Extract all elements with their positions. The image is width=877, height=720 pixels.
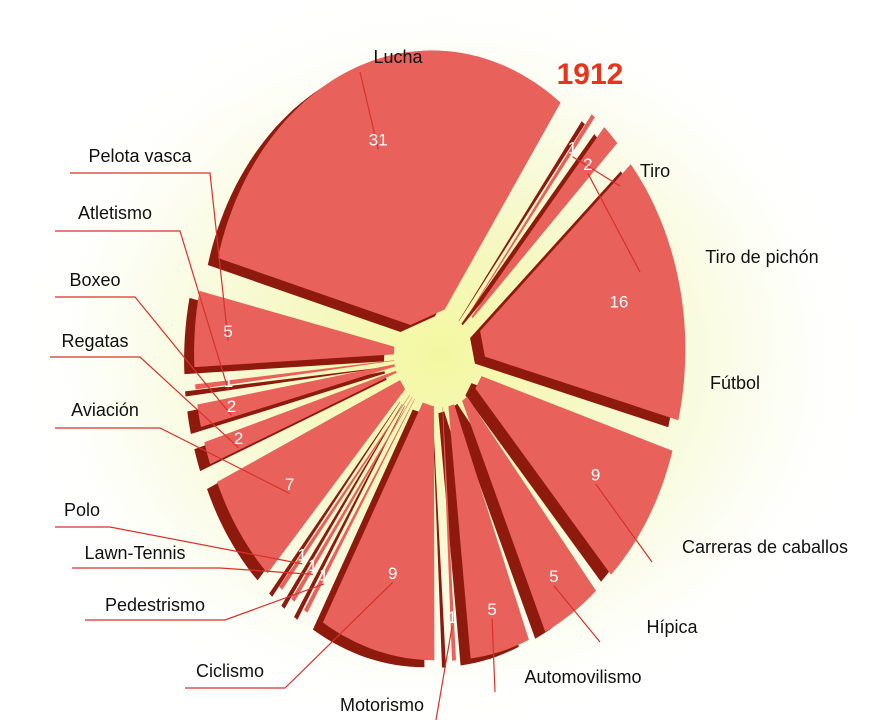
value-label: 1 <box>308 556 317 575</box>
value-label: 5 <box>549 567 558 586</box>
slice <box>304 398 415 613</box>
leader-line <box>359 71 379 150</box>
slice-side <box>185 367 385 397</box>
slice <box>475 376 673 575</box>
category-label: Tiro <box>640 161 670 181</box>
leader-line <box>72 567 313 575</box>
slice <box>291 396 413 602</box>
slice-side <box>432 414 446 668</box>
category-label: Ciclismo <box>196 661 264 681</box>
leader-line <box>55 526 303 565</box>
value-label: 31 <box>369 131 388 150</box>
category-label: Tiro de pichón <box>705 247 818 267</box>
slice <box>197 364 395 427</box>
category-label: Regatas <box>61 331 128 351</box>
slice-side <box>458 121 585 322</box>
value-label: 1 <box>319 565 328 584</box>
slice <box>462 396 596 632</box>
category-label: Hípica <box>646 617 698 637</box>
slice-side <box>187 371 385 434</box>
leader-line <box>55 296 232 416</box>
slice-side <box>294 405 405 620</box>
value-label: 9 <box>591 465 600 484</box>
category-label: Aviación <box>71 400 139 420</box>
leader-line <box>553 585 601 643</box>
category-label: Motorismo <box>340 695 424 715</box>
value-label: 5 <box>487 600 496 619</box>
category-label: Fútbol <box>710 373 760 393</box>
value-label: 5 <box>223 322 232 341</box>
value-label: 7 <box>285 475 294 494</box>
leader-line <box>435 626 453 720</box>
category-label: Lucha <box>373 47 423 67</box>
leader-line <box>491 618 496 693</box>
value-label: 2 <box>234 429 243 448</box>
value-label: 1 <box>297 545 306 564</box>
category-label: Pedestrismo <box>105 595 205 615</box>
leader-line <box>85 583 325 621</box>
category-label: Lawn-Tennis <box>84 543 185 563</box>
category-label: Atletismo <box>78 203 152 223</box>
slice-side <box>269 401 401 597</box>
value-label: 16 <box>609 292 628 311</box>
leader-line <box>50 356 240 449</box>
leader-line <box>55 230 230 391</box>
leader-line <box>70 172 229 341</box>
slice <box>480 164 686 421</box>
leader-line <box>185 581 394 689</box>
leader-line <box>587 173 641 273</box>
slice <box>217 380 406 574</box>
value-label: 1 <box>224 372 233 391</box>
value-label: 2 <box>227 397 236 416</box>
value-label: 1 <box>568 138 577 157</box>
leader-line <box>572 156 621 187</box>
slice-side <box>281 403 403 609</box>
slice <box>217 50 561 326</box>
category-label: Polo <box>64 500 100 520</box>
slice <box>448 404 529 659</box>
category-label: Carreras de caballos <box>682 537 848 557</box>
category-label: Automovilismo <box>524 667 641 687</box>
category-label: Pelota vasca <box>88 146 192 166</box>
slice <box>279 394 411 590</box>
leader-line <box>55 427 290 495</box>
value-label: 9 <box>388 564 397 583</box>
slice <box>468 114 595 315</box>
value-label: 2 <box>583 155 592 174</box>
chart-title: 1912 <box>557 58 624 91</box>
slice <box>471 127 618 319</box>
value-label: 1 <box>447 608 456 627</box>
leader-line <box>595 483 653 563</box>
slice <box>442 407 456 661</box>
slice <box>204 370 397 465</box>
slice <box>322 402 435 661</box>
slice <box>195 360 395 390</box>
category-label: Boxeo <box>69 270 120 290</box>
slice <box>194 290 395 368</box>
